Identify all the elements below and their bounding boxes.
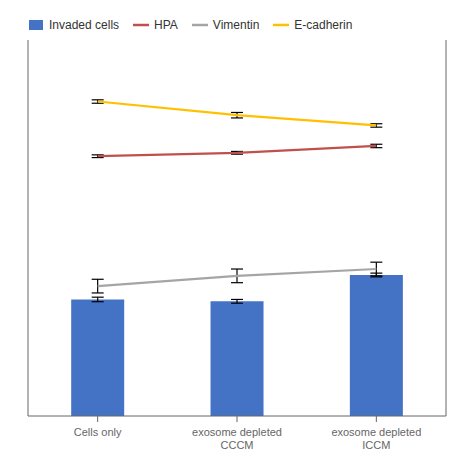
html-text:HPA: HPA: [154, 18, 178, 32]
html-text:E-cadherin: E-cadherin: [294, 18, 353, 32]
html-text:Vimentin: Vimentin: [212, 18, 260, 32]
svg-text:exosome depletedCCCM: exosome depletedCCCM: [192, 426, 282, 451]
html-text:Invaded cells: Invaded cells: [49, 18, 119, 32]
svg-text:Cells only: Cells only: [74, 426, 122, 438]
svg-text:exosome depletedICCM: exosome depletedICCM: [331, 426, 421, 451]
